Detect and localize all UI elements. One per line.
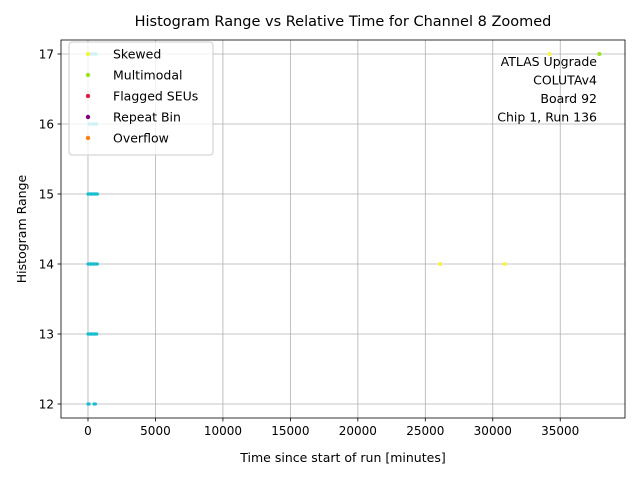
- x-tick-label: 20000: [339, 424, 377, 438]
- y-tick-label: 14: [39, 257, 54, 271]
- x-tick-label: 5000: [140, 424, 171, 438]
- legend-marker: [85, 51, 91, 57]
- legend-item: Skewed: [85, 47, 161, 62]
- legend-item: Flagged SEUs: [85, 89, 198, 104]
- legend-label: Skewed: [113, 47, 161, 62]
- x-tick-label: 0: [84, 424, 92, 438]
- legend: Skewed Multimodal Flagged SEUs Repeat Bin Ov…: [68, 41, 214, 156]
- x-tick-label: 30000: [474, 424, 512, 438]
- annotation-line: Board 92: [540, 91, 597, 106]
- data-point: [502, 262, 507, 266]
- x-tick-label: 25000: [406, 424, 444, 438]
- y-tick-label: 17: [39, 47, 54, 61]
- y-tick-label: 13: [39, 327, 54, 341]
- data-point: [547, 52, 552, 56]
- series-multimodal: [597, 52, 602, 56]
- x-axis-label: Time since start of run [minutes]: [239, 450, 445, 465]
- legend-marker: [85, 135, 91, 141]
- x-tick-label: 10000: [204, 424, 242, 438]
- y-axis-ticks: 12 13 14 15 16 17: [39, 47, 61, 411]
- legend-item: Overflow: [85, 131, 169, 146]
- series-skewed: [438, 52, 552, 266]
- annotation-line: ATLAS Upgrade: [501, 54, 598, 69]
- legend-box: [68, 41, 214, 156]
- annotation-box: ATLAS Upgrade COLUTAv4 Board 92 Chip 1, Run…: [497, 54, 597, 125]
- data-point: [438, 262, 443, 266]
- legend-item: Multimodal: [85, 68, 182, 83]
- legend-label: Multimodal: [113, 68, 182, 83]
- legend-marker: [85, 93, 91, 99]
- legend-marker: [85, 72, 91, 78]
- annotation-line: Chip 1, Run 136: [497, 110, 597, 125]
- legend-marker: [85, 114, 91, 120]
- legend-label: Overflow: [113, 131, 169, 146]
- x-tick-label: 35000: [541, 424, 579, 438]
- y-tick-label: 12: [39, 397, 54, 411]
- x-axis-ticks: 0 5000 10000 15000 20000 25000 30000 35000: [84, 418, 579, 438]
- y-tick-label: 15: [39, 187, 54, 201]
- chart-title: Histogram Range vs Relative Time for Cha…: [135, 14, 552, 30]
- plot-frame: [60, 39, 626, 419]
- data-point: [597, 52, 602, 56]
- grid: [61, 40, 625, 418]
- y-tick-label: 16: [39, 117, 54, 131]
- legend-item: Repeat Bin: [85, 110, 181, 125]
- legend-label: Flagged SEUs: [113, 89, 198, 104]
- x-tick-label: 15000: [271, 424, 309, 438]
- annotation-line: COLUTAv4: [533, 73, 597, 88]
- legend-label: Repeat Bin: [113, 110, 181, 125]
- y-axis-label: Histogram Range: [14, 174, 29, 283]
